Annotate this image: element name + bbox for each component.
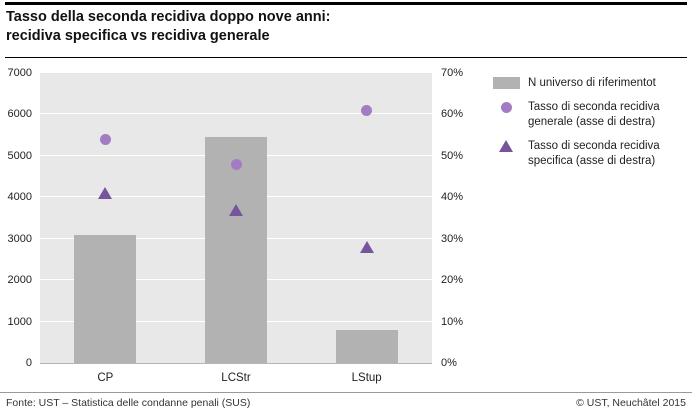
- right-axis: 0% 10% 20% 30% 40% 50% 60% 70%: [437, 67, 481, 369]
- left-axis-tick-label: 6000: [7, 108, 32, 121]
- left-axis-tick-label: 3000: [7, 232, 32, 245]
- legend-square-swatch: [492, 77, 520, 89]
- gridline: [40, 113, 432, 115]
- footer-rule: [0, 392, 692, 393]
- bar: [335, 329, 398, 363]
- legend-circle-swatch: [492, 101, 520, 113]
- legend-label-universe: N universo di riferimentot: [528, 77, 656, 89]
- triangle-marker: [359, 241, 374, 253]
- triangle-swatch-icon: [499, 139, 513, 152]
- circle-swatch-icon: [500, 101, 512, 113]
- left-axis-tick-label: 7000: [7, 67, 32, 79]
- copyright-note: © UST, Neuchâtel 2015: [576, 397, 686, 409]
- circle-marker: [230, 158, 242, 170]
- page-title: Tasso della seconda recidiva doppo nove …: [6, 8, 330, 46]
- legend-label-general: Tasso di seconda recidiva generale (asse…: [528, 100, 660, 128]
- circle-marker: [361, 104, 373, 116]
- left-axis: 0 1000 2000 3000 4000 5000 6000 7000: [0, 67, 36, 369]
- category-label: LStup: [351, 372, 382, 384]
- right-axis-tick-label: 0%: [441, 357, 457, 369]
- category-label: LCStr: [221, 372, 251, 384]
- right-axis-tick-label: 70%: [441, 67, 464, 79]
- legend-item-universe: N universo di riferimentot: [492, 76, 688, 91]
- legend-triangle-swatch: [492, 139, 520, 152]
- left-axis-tick-label: 1000: [7, 315, 32, 328]
- right-axis-tick-label: 60%: [441, 108, 464, 121]
- right-axis-tick-label: 20%: [441, 274, 464, 287]
- left-axis-tick-label: 4000: [7, 191, 32, 204]
- triangle-marker: [98, 187, 113, 200]
- right-axis-tick-label: 40%: [441, 191, 464, 204]
- bar-swatch-icon: [492, 77, 520, 89]
- right-axis-tick-label: 50%: [441, 149, 464, 162]
- title-line-1: Tasso della seconda recidiva doppo nove …: [6, 9, 331, 25]
- legend-item-general: Tasso di seconda recidiva generale (asse…: [492, 100, 688, 130]
- source-note: Fonte: UST – Statistica delle condanne p…: [6, 397, 251, 409]
- left-axis-tick-label: 0: [25, 357, 32, 369]
- left-axis-tick-label: 2000: [7, 274, 32, 287]
- legend-label-specific: Tasso di seconda recidiva specifica (ass…: [528, 139, 660, 167]
- plot-area: [40, 73, 432, 364]
- top-rule: [5, 2, 687, 5]
- title-line-2: recidiva specifica vs recidiva generale: [6, 27, 270, 44]
- right-axis-tick-label: 30%: [441, 232, 464, 245]
- legend-item-specific: Tasso di seconda recidiva specifica (ass…: [492, 139, 688, 169]
- triangle-marker: [229, 203, 243, 216]
- legend: N universo di riferimentot Tasso di seco…: [492, 76, 688, 178]
- right-axis-tick-label: 10%: [441, 315, 464, 328]
- bar: [74, 234, 137, 363]
- left-axis-tick-label: 5000: [7, 149, 32, 162]
- bar: [205, 137, 267, 363]
- circle-marker: [99, 133, 111, 145]
- category-label: CP: [97, 372, 114, 384]
- footer: Fonte: UST – Statistica delle condanne p…: [6, 397, 686, 409]
- title-rule: [5, 57, 687, 58]
- category-axis: CP LCStr LStup: [40, 372, 432, 388]
